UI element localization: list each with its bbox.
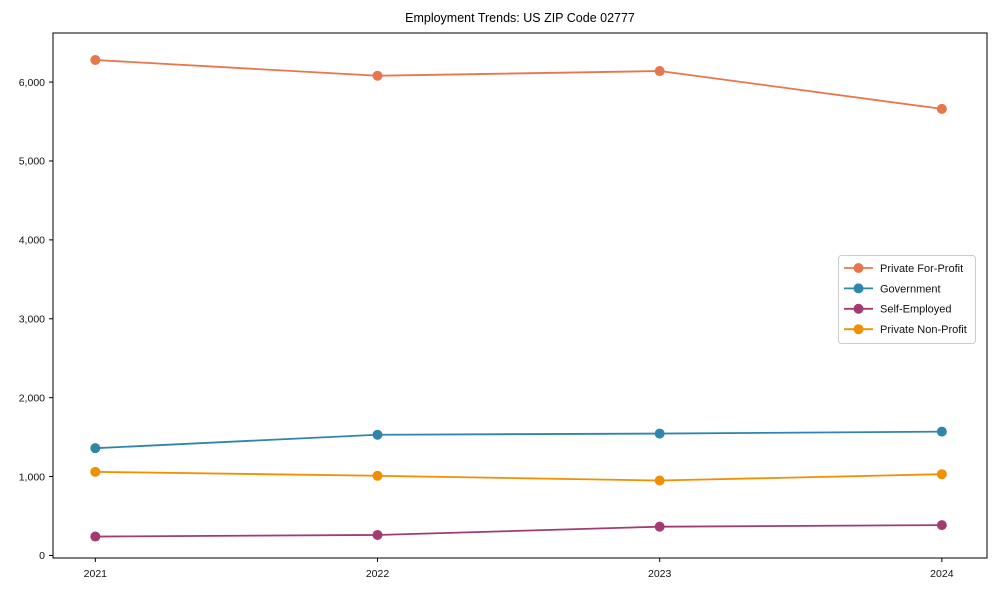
- legend-label: Private For-Profit: [880, 263, 963, 275]
- data-point-marker: [936, 469, 947, 480]
- legend-item: Self-Employed: [844, 304, 952, 316]
- x-axis-tick-label: 2022: [366, 568, 390, 580]
- data-point-marker: [936, 520, 947, 531]
- legend-swatch-marker: [853, 303, 864, 314]
- x-axis-tick-label: 2021: [84, 568, 108, 580]
- y-axis-tick-label: 3,000: [19, 313, 45, 325]
- series-line-private-for-profit: [95, 59, 942, 110]
- data-point-marker: [372, 529, 383, 540]
- legend-label: Government: [880, 283, 941, 295]
- data-point-marker: [372, 429, 383, 440]
- plot-border: [52, 32, 988, 559]
- legend-item: Private For-Profit: [844, 263, 963, 275]
- x-axis-tick-label: 2024: [930, 568, 954, 580]
- y-axis-tick-label: 2,000: [19, 392, 45, 404]
- legend-box: Private For-Profit Government Self-Employe…: [838, 255, 976, 344]
- legend-swatch-marker: [853, 263, 864, 273]
- y-axis-tick-label: 6,000: [19, 77, 45, 89]
- data-point-marker: [90, 443, 101, 454]
- data-point-marker: [654, 521, 665, 532]
- x-axis-tick-label: 2023: [648, 568, 672, 580]
- data-point-marker: [90, 54, 101, 65]
- series-line-self-employed: [95, 524, 942, 538]
- data-point-marker: [372, 470, 383, 481]
- data-point-marker: [936, 103, 947, 114]
- data-point-marker: [654, 66, 665, 77]
- data-point-marker: [654, 428, 665, 439]
- legend-label: Self-Employed: [880, 304, 952, 316]
- data-point-marker: [654, 475, 665, 486]
- series-line-government: [95, 430, 942, 450]
- data-point-marker: [90, 531, 101, 542]
- y-axis-tick-label: 0: [39, 550, 45, 562]
- data-point-marker: [936, 426, 947, 437]
- data-point-marker: [372, 70, 383, 81]
- data-point-marker: [90, 466, 101, 477]
- chart-title: Employment Trends: US ZIP Code 02777: [405, 11, 635, 25]
- legend-item: Government: [844, 283, 941, 295]
- legend-frame: [838, 255, 976, 344]
- legend-label: Private Non-Profit: [880, 324, 967, 336]
- y-axis-tick-label: 4,000: [19, 235, 45, 247]
- series-line-private-non-profit: [95, 470, 942, 482]
- y-axis-tick-label: 5,000: [19, 156, 45, 168]
- legend-swatch-marker: [853, 283, 864, 294]
- y-axis-tick-label: 1,000: [19, 471, 45, 483]
- legend-swatch-marker: [853, 324, 864, 335]
- legend-item: Private Non-Profit: [844, 324, 967, 336]
